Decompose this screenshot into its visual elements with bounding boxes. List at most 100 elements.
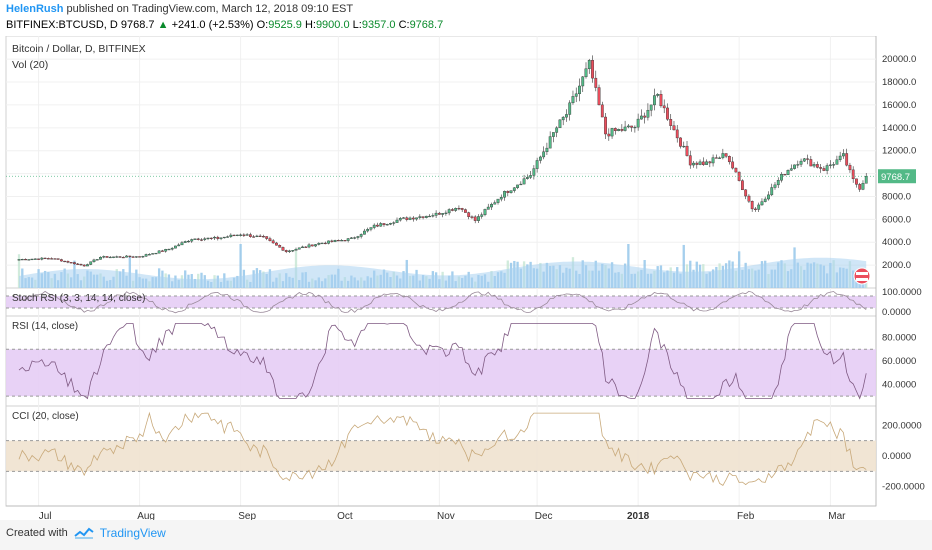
candle-body	[434, 212, 438, 216]
candle-body	[525, 177, 529, 179]
candle-body	[372, 224, 376, 228]
last-price-label: 9768.7	[881, 172, 910, 183]
candle-body	[431, 215, 435, 217]
indicator-line	[18, 411, 867, 486]
candle-body	[323, 242, 327, 245]
candle-body	[89, 261, 93, 265]
candle-body	[20, 258, 24, 261]
candle-body	[653, 95, 656, 106]
candle-body	[421, 216, 425, 218]
candle-body	[538, 156, 542, 161]
tradingview-brand-link[interactable]: TradingView	[99, 526, 166, 540]
candle-body	[587, 60, 591, 70]
candle-body	[685, 145, 689, 156]
candle-body	[649, 104, 653, 111]
candle-body	[151, 253, 155, 255]
candle-body	[473, 216, 477, 221]
candle-body	[115, 256, 119, 258]
last-price-badge	[878, 169, 916, 184]
candle-body	[799, 160, 803, 165]
candle-body	[555, 127, 559, 133]
candle-body	[493, 202, 497, 205]
candle-body	[512, 187, 516, 191]
price-tick-label: 16000.0	[882, 100, 916, 111]
candle-body	[242, 234, 246, 236]
volume-bar	[128, 256, 131, 288]
candle-body	[441, 213, 445, 215]
candle-body	[346, 238, 350, 241]
time-tick-label: Aug	[137, 511, 155, 520]
candle-body	[235, 234, 239, 236]
candle-body	[851, 169, 855, 180]
candle-body	[773, 184, 777, 188]
candle-body	[636, 118, 640, 128]
candle-body	[327, 240, 330, 244]
candle-body	[40, 257, 44, 260]
candle-body	[633, 126, 637, 129]
time-tick-label: 2018	[627, 511, 650, 520]
candle-body	[574, 93, 578, 97]
candle-body	[395, 219, 399, 223]
candle-body	[73, 262, 76, 265]
candle-body	[167, 248, 171, 251]
candle-body	[389, 223, 392, 225]
candle-body	[193, 238, 197, 240]
candle-body	[349, 237, 353, 239]
candle-body	[688, 155, 692, 166]
author-name[interactable]: HelenRush	[6, 3, 64, 15]
chart-title: Bitcoin / Dollar, D, BITFINEX	[12, 43, 146, 55]
time-tick-label: Mar	[828, 511, 846, 520]
candle-body	[519, 183, 523, 186]
candle-body	[79, 263, 83, 266]
time-tick-label: Nov	[437, 511, 455, 520]
candle-body	[721, 153, 725, 159]
candle-body	[760, 201, 764, 206]
candle-body	[643, 115, 647, 118]
candle-body	[131, 256, 135, 258]
candle-body	[82, 264, 86, 267]
ohlc-line: BITFINEX:BTCUSD, D 9768.7 ▲ +241.0 (+2.5…	[6, 19, 443, 35]
candle-body	[828, 164, 832, 166]
last-price: 9768.7	[120, 19, 155, 31]
candle-body	[102, 256, 106, 258]
up-arrow-icon: ▲	[157, 19, 169, 31]
candle-body	[552, 132, 555, 137]
candle-body	[457, 208, 461, 210]
candle-body	[108, 256, 112, 259]
time-tick-label: Feb	[737, 511, 755, 520]
candle-body	[239, 234, 243, 236]
candle-body	[561, 116, 565, 121]
candle-body	[509, 190, 513, 193]
candle-body	[320, 242, 324, 245]
candle-body	[763, 198, 767, 202]
time-tick-label: Oct	[337, 511, 353, 520]
candle-body	[392, 222, 396, 224]
candle-body	[424, 215, 428, 218]
price-chart[interactable]: 20000.018000.016000.014000.012000.010000…	[0, 36, 932, 520]
candle-body	[294, 248, 298, 251]
candle-body	[789, 168, 793, 171]
publish-line: HelenRush published on TradingView.com, …	[6, 3, 353, 19]
candle-body	[112, 256, 115, 258]
candle-body	[809, 159, 813, 167]
candle-body	[59, 259, 63, 262]
candle-body	[281, 247, 285, 251]
candle-body	[659, 94, 663, 107]
candle-body	[255, 235, 259, 237]
candle-body	[727, 156, 731, 163]
candle-body	[17, 259, 21, 261]
candle-body	[196, 238, 200, 240]
candle-body	[454, 208, 458, 211]
indicator-tick-label: 40.0000	[882, 379, 916, 390]
candle-body	[415, 217, 418, 220]
indicator-band	[6, 296, 876, 308]
candle-body	[118, 256, 122, 258]
candle-body	[134, 256, 138, 258]
candle-body	[639, 115, 643, 120]
candle-body	[144, 254, 148, 257]
candle-body	[252, 236, 256, 238]
price-tick-label: 8000.0	[882, 191, 911, 202]
candle-body	[333, 240, 337, 242]
volume-ma-area	[19, 257, 867, 288]
candle-body	[307, 244, 311, 248]
